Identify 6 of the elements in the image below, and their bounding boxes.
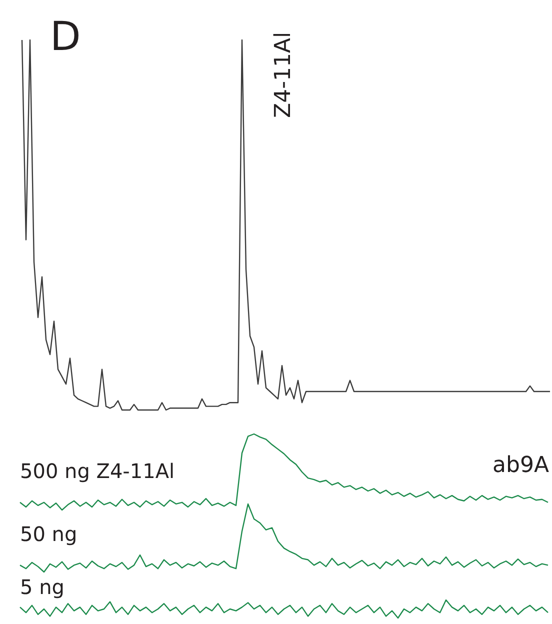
annotation: Z4-11Al [271,32,296,118]
series-label: 500 ng Z4-11Al [20,459,175,483]
series-label: 50 ng [20,522,78,546]
chart-title: D [50,14,81,60]
series-label: 5 ng [20,575,64,599]
annotation: ab9A [492,453,549,478]
